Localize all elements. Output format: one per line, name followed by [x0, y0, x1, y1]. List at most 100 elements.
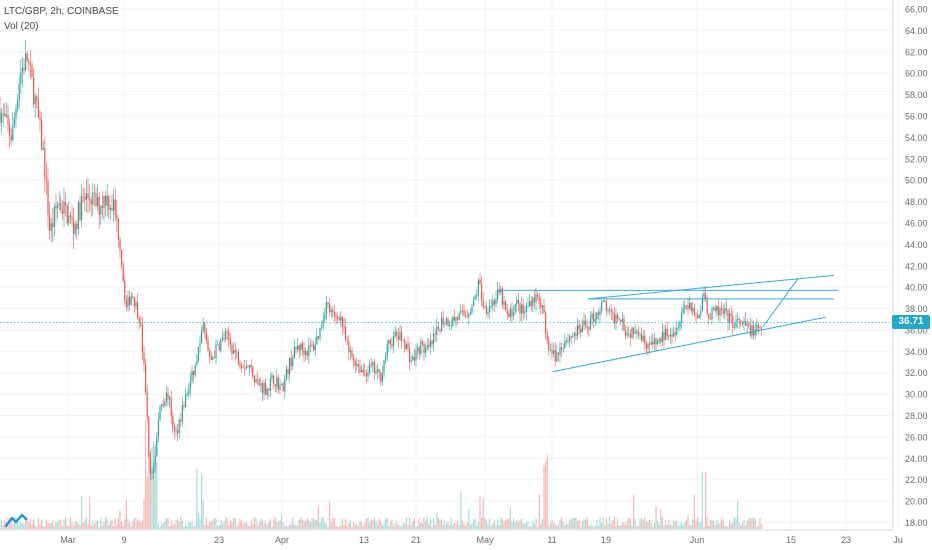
volume-bar: [194, 525, 196, 529]
volume-bar: [377, 524, 379, 529]
candle-body: [5, 114, 7, 117]
candle-body: [665, 329, 667, 340]
volume-bar: [447, 521, 449, 529]
price-axis[interactable]: 66.00 64.00 62.00 60.00 58.00 56.00 54.00 52.00…: [905, 5, 928, 529]
candle-body: [497, 289, 499, 300]
volume-bar: [233, 517, 235, 529]
candle-body: [481, 284, 483, 301]
candle-body: [629, 334, 631, 338]
volume-bar: [397, 524, 399, 529]
volume-bar: [706, 517, 708, 529]
volume-bar: [617, 518, 619, 529]
candle-body: [455, 317, 457, 321]
candle-body: [661, 331, 663, 343]
volume-bar: [109, 520, 111, 529]
volume-bar: [513, 518, 515, 529]
volume-bar: [303, 520, 305, 529]
volume-bar: [210, 521, 212, 529]
candle-body: [535, 294, 537, 303]
symbol-label[interactable]: LTC/GBP, 2h, COINBASE: [4, 6, 119, 17]
volume-bar: [410, 524, 412, 529]
candle-body: [653, 338, 655, 345]
volume-bar: [540, 523, 542, 529]
candle-body: [95, 193, 97, 206]
volume-bar: [578, 519, 580, 529]
volume-bar: [132, 520, 134, 529]
volume-bar: [353, 521, 355, 529]
candle-body: [309, 345, 311, 346]
candle-body: [700, 310, 702, 315]
candle-body: [213, 357, 215, 359]
price-tick-label: 34.00: [905, 347, 928, 357]
volume-bar: [647, 521, 649, 529]
volume-bar: [300, 518, 302, 529]
volume-bar: [607, 524, 609, 529]
volume-indicator-label[interactable]: Vol (20): [4, 21, 39, 32]
candle-body: [90, 200, 92, 205]
candle-body: [559, 347, 561, 355]
time-axis[interactable]: Mar 9 23 Apr 13 21 May 11 19 Jun 15 23 Ju: [60, 535, 903, 545]
candle-body: [556, 352, 558, 362]
volume-bar: [77, 523, 79, 529]
candle-body: [175, 429, 177, 431]
candle-body: [719, 308, 721, 316]
volume-bar: [754, 518, 756, 529]
volume-bar: [677, 525, 679, 529]
candle-body: [345, 326, 347, 340]
volume-bar: [671, 525, 673, 529]
volume-bar: [546, 454, 548, 529]
volume-bar: [573, 517, 575, 529]
trendline-upper-wedge[interactable]: [587, 274, 835, 300]
volume-bar: [100, 518, 102, 529]
candle-body: [114, 199, 116, 215]
candle-body: [639, 334, 641, 336]
candle-body: [92, 192, 94, 205]
volume-bar: [202, 500, 204, 529]
trendline-projection[interactable]: [762, 278, 799, 328]
volume-bar: [692, 518, 694, 529]
volume-bar: [111, 520, 113, 529]
candle-body: [242, 367, 244, 369]
volume-bar: [676, 519, 678, 529]
candle-body: [713, 307, 715, 309]
price-tick-label: 28.00: [905, 411, 928, 421]
price-tick-label: 48.00: [905, 197, 928, 207]
volume-bar: [609, 517, 611, 529]
price-tick-label: 60.00: [905, 69, 928, 79]
candle-body: [284, 377, 286, 392]
candle-body: [415, 350, 417, 361]
volume-bar: [148, 437, 150, 529]
volume-bar: [289, 524, 291, 529]
trendline-lower-wedge[interactable]: [552, 316, 827, 373]
trendlines[interactable]: [498, 274, 838, 373]
volume-bar: [634, 519, 636, 529]
volume-bar: [237, 523, 239, 529]
candle-body: [396, 331, 398, 336]
volume-bar: [545, 461, 547, 529]
volume-bar: [213, 517, 215, 529]
candle-body: [140, 322, 142, 325]
tradingview-logo-icon[interactable]: [4, 512, 28, 530]
volume-bar: [495, 525, 497, 529]
candle-body: [354, 360, 356, 366]
candle-body: [28, 60, 30, 64]
candle-body: [69, 215, 71, 217]
volume-bar: [485, 519, 487, 529]
volume-bar: [569, 519, 571, 529]
candle-body: [297, 345, 299, 350]
volume-bar: [722, 520, 724, 529]
volume-bar: [329, 501, 331, 529]
volume-bar: [113, 525, 115, 529]
candle-body: [690, 302, 692, 312]
volume-bar: [409, 517, 411, 529]
volume-bar: [247, 524, 249, 529]
volume-bar: [533, 524, 535, 529]
candle-body: [737, 319, 739, 321]
volume-bar: [753, 517, 755, 529]
candle-body: [231, 344, 233, 354]
volume-bar: [343, 525, 345, 529]
volume-bar: [572, 517, 574, 529]
candle-body: [572, 336, 574, 337]
candle-body: [36, 96, 38, 102]
